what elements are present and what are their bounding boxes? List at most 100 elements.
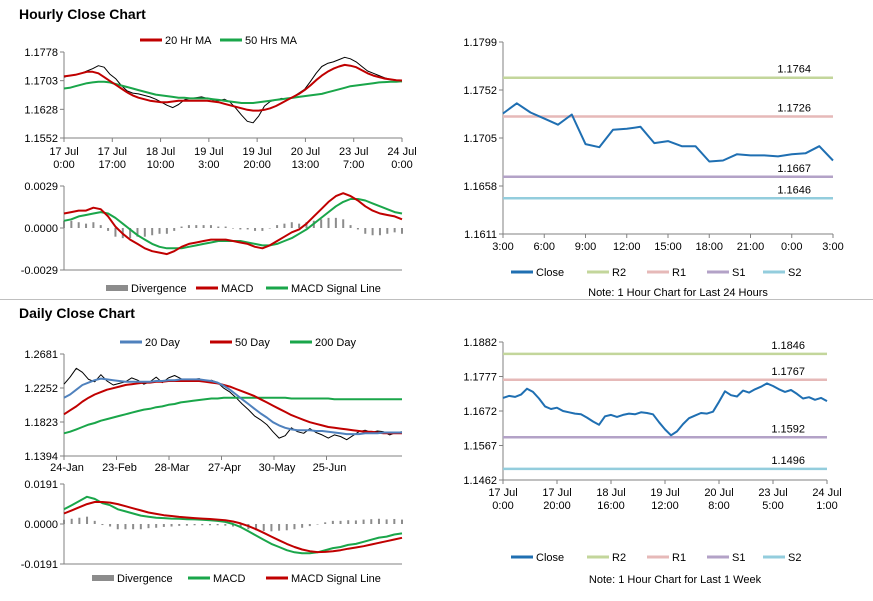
hm-divergence-bar [143,228,146,237]
hm-divergence-bar [63,220,65,228]
hp-x-tick-label: 18 Jul [146,146,175,158]
hc-x-tick-label: 9:00 [575,241,596,253]
dm-divergence-bar [339,520,342,524]
hc-note: Note: 1 Hour Chart for Last 24 Hours [588,287,768,299]
dp-x-tick-label: 30-May [259,462,296,474]
wc-x-tick-label: 17 Jul [488,487,517,499]
dm-divergence-bar [216,524,219,526]
hm-divergence-bar [268,228,271,229]
hm-divergence-bar [246,228,249,230]
dp-x-tick-label: 23-Feb [102,462,137,474]
wc-x-tick-label: 20 Jul [704,487,733,499]
hm-divergence-bar [276,225,279,228]
hm-divergence-bar [393,228,396,233]
wc-x-tick-label: 8:00 [708,500,729,512]
dp-x-tick-label: 27-Apr [208,462,241,474]
hm-divergence-bar [261,228,264,231]
hc-y-tick-label: 1.1658 [463,181,497,193]
wc-x-tick-label: 23 Jul [758,487,787,499]
hc-x-tick-label: 12:00 [613,241,641,253]
hc-y-tick-label: 1.1752 [463,85,497,97]
dm-divergence-bar [285,524,288,531]
dm-divergence-bar [86,516,89,524]
wc-x-tick-label: 16:00 [597,500,625,512]
wc-x-tick-label: 18 Jul [596,487,625,499]
hm-divergence-bar [364,228,367,234]
hc-x-tick-label: 21:00 [737,241,765,253]
hp-x-tick-label: 20:00 [243,159,271,171]
hm-divergence-bar [158,228,161,234]
hourly-macd-chart: 0.0029 0.0000 -0.0029 Divergence MACD MACD Si… [21,181,403,295]
dm-divergence-bar [354,520,357,524]
dm-divergence-bar [239,524,242,528]
dp-price-line [63,367,403,441]
hp-price-line [63,56,403,124]
hc-level-s2-label: 1.1646 [777,184,811,196]
dp-legend-label: 20 Day [145,337,180,349]
hm-divergence-bar [342,219,345,228]
hm-divergence-bar [305,222,308,228]
hm-divergence-bar [386,228,389,234]
hc-x-tick-label: 0:00 [781,241,802,253]
dm-macd-signal-line-line [63,501,403,554]
wc-level-s2-label: 1.1496 [771,455,805,467]
dm-divergence-bar [132,524,135,530]
hm-divergence-bar [327,217,330,228]
hp-x-tick-label: 17:00 [99,159,127,171]
hp-legend-label: 50 Hrs MA [245,35,298,47]
hp-y-tick-label: 1.1778 [24,47,58,59]
wc-x-tick-label: 17 Jul [542,487,571,499]
hm-y-tick-label: 0.0000 [24,223,58,235]
hc-y-tick-label: 1.1611 [464,229,497,241]
dm-divergence-bar [393,518,396,524]
hm-divergence-bar [202,225,205,228]
hm-divergence-bar [378,228,381,236]
dm-divergence-bar [385,519,388,524]
hc-legend-label: R2 [612,267,626,279]
dm-divergence-bar [278,524,281,531]
dm-divergence-bar [139,524,142,530]
hm-legend-swatch [106,285,128,291]
hm-divergence-bar [85,223,88,228]
hc-close-line [502,102,834,163]
dm-divergence-bar [93,520,96,524]
wc-x-tick-label: 5:00 [762,500,783,512]
hp-y-tick-label: 1.1628 [24,104,58,116]
dm-divergence-bar [331,520,334,524]
dm-y-tick-label: -0.0191 [21,559,58,571]
dm-divergence-bar [109,524,112,527]
dm-macd-line [63,495,403,555]
daily-section-title: Daily Close Chart [19,305,135,321]
hp-y-tick-label: 1.1703 [24,76,58,88]
dm-y-tick-label: 0.0191 [24,479,58,491]
hm-divergence-bar [356,228,359,230]
wc-level-s1-label: 1.1592 [771,423,805,435]
hm-divergence-bar [232,228,234,229]
hc-legend-label: S2 [788,267,801,279]
hm-legend-label: MACD [221,283,253,295]
daily-macd-chart: 0.0191 0.0000 -0.0191 Divergence MACD MACD Si… [21,479,403,585]
dp-legend-label: 50 Day [235,337,270,349]
dm-divergence-bar [293,524,296,530]
hp-y-tick-label: 1.1552 [24,133,58,145]
hc-level-s1-label: 1.1667 [777,163,811,175]
wc-y-tick-label: 1.1882 [463,337,497,349]
dm-divergence-bar [232,524,234,527]
dm-divergence-bar [147,524,150,529]
hm-divergence-bar [195,225,198,228]
hm-divergence-bar [180,226,183,228]
hm-y-tick-label: 0.0029 [24,181,58,193]
hm-divergence-bar [224,226,227,228]
dm-divergence-bar [270,524,273,532]
dm-divergence-bar [401,519,403,524]
dp-legend-label: 200 Day [315,337,356,349]
hm-divergence-bar [173,228,176,231]
hm-divergence-bar [320,219,323,228]
dp-y-tick-label: 1.2681 [24,349,58,361]
wc-y-tick-label: 1.1462 [463,475,497,487]
dm-divergence-bar [208,524,211,526]
wc-x-tick-label: 19 Jul [650,487,679,499]
wc-level-r1-label: 1.1767 [771,366,805,378]
dm-divergence-bar [347,520,350,524]
